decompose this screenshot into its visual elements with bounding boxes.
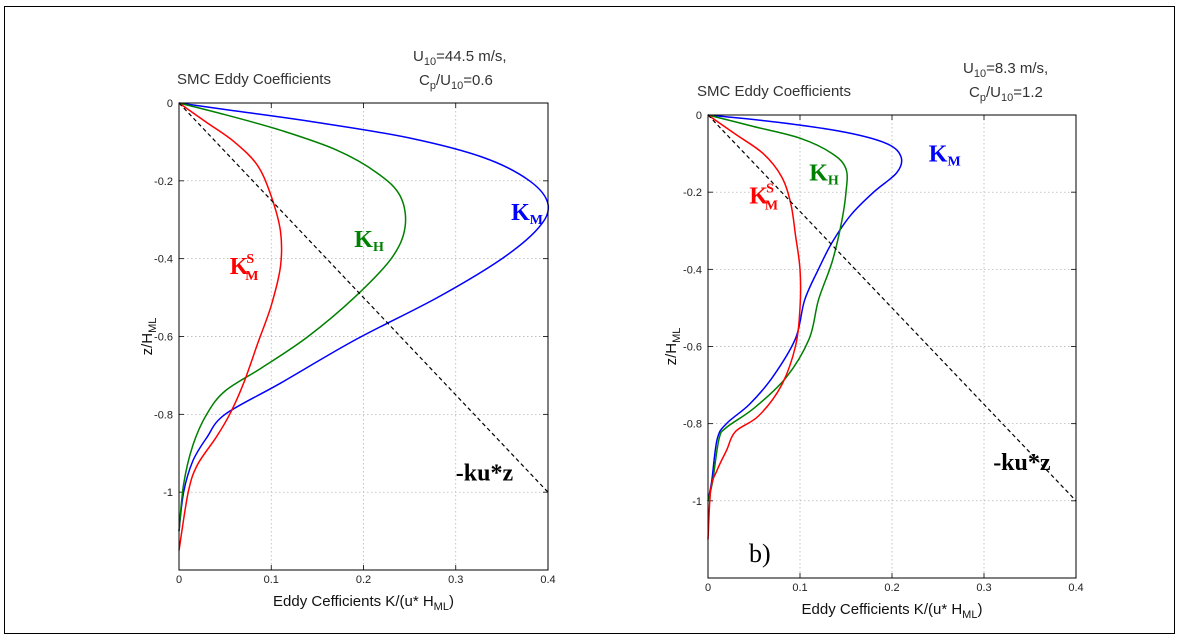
x-tick-label: 0.2 — [884, 582, 899, 594]
condition-wave-age: Cp/U10=0.6 — [419, 72, 493, 92]
condition-wind-speed: U10=44.5 m/s, — [413, 48, 507, 68]
panel-label: b) — [749, 539, 771, 568]
y-tick-label: 0 — [167, 98, 173, 110]
x-tick-label: 0.1 — [792, 582, 807, 594]
y-tick-label: -0.2 — [154, 176, 173, 188]
curve-label-kuz: -ku*z — [456, 460, 514, 486]
x-tick-label: 0.4 — [1068, 582, 1083, 594]
y-axis-label: z/HML — [139, 318, 159, 356]
x-tick-label: 0.3 — [448, 574, 463, 586]
y-tick-label: 0 — [696, 110, 702, 122]
curve-label-kuz: -ku*z — [993, 450, 1051, 476]
y-tick-label: -0.4 — [154, 254, 173, 266]
chart-panel-b: 0 0.1 0.2 0.3 0.4 0 -0.2 -0.4 -0.6 -0.8 -1 KM KH KS M -… — [663, 60, 1084, 621]
curve-label-KH: KH — [809, 161, 839, 189]
y-tick-label: -0.4 — [683, 264, 702, 276]
curve-label-KM: KM — [929, 141, 961, 169]
chart-title: SMC Eddy Coefficients — [177, 71, 331, 88]
y-tick-label: -1 — [692, 496, 702, 508]
y-tick-label: -0.8 — [683, 419, 702, 431]
x-tick-label: 0.1 — [264, 574, 279, 586]
y-tick-label: -0.6 — [154, 332, 173, 344]
chart-panel-a: 0 0.1 0.2 0.3 0.4 0 -0.2 -0.4 -0.6 -0.8 -1 KM KH KS M -… — [139, 48, 556, 613]
curve-label-KM: KM — [511, 200, 543, 228]
curve-label-KH: KH — [354, 227, 384, 255]
chart-title: SMC Eddy Coefficients — [697, 83, 851, 100]
series-line-KMS — [707, 114, 802, 540]
x-tick-label: 0.3 — [976, 582, 991, 594]
y-tick-label: -0.2 — [683, 187, 702, 199]
x-tick-label: 0 — [176, 574, 182, 586]
x-tick-label: 0 — [705, 582, 711, 594]
condition-wave-age: Cp/U10=1.2 — [969, 84, 1043, 104]
series-line-kuz — [707, 114, 1077, 502]
x-axis-label: Eddy Cefficients K/(u* HML) — [273, 593, 454, 613]
series-line-KH — [707, 114, 848, 501]
series-line-KM — [178, 102, 550, 532]
figure-frame — [4, 6, 1175, 634]
y-tick-label: -0.8 — [154, 409, 173, 421]
series-line-KMS — [178, 102, 283, 551]
axes-box — [707, 114, 1077, 579]
curve-label-KMS: KS M — [749, 182, 778, 214]
y-tick-label: -1 — [163, 487, 173, 499]
series-line-KH — [178, 102, 407, 532]
condition-wind-speed: U10=8.3 m/s, — [963, 60, 1048, 80]
series-line-kuz — [178, 102, 549, 493]
series-line-KM — [707, 114, 903, 501]
curve-label-KMS: KS M — [230, 252, 259, 284]
axes-box — [178, 102, 549, 571]
y-tick-label: -0.6 — [683, 342, 702, 354]
x-tick-label: 0.2 — [356, 574, 371, 586]
x-axis-label: Eddy Cefficients K/(u* HML) — [802, 601, 983, 621]
y-axis-label: z/HML — [663, 328, 683, 366]
x-tick-label: 0.4 — [540, 574, 555, 586]
